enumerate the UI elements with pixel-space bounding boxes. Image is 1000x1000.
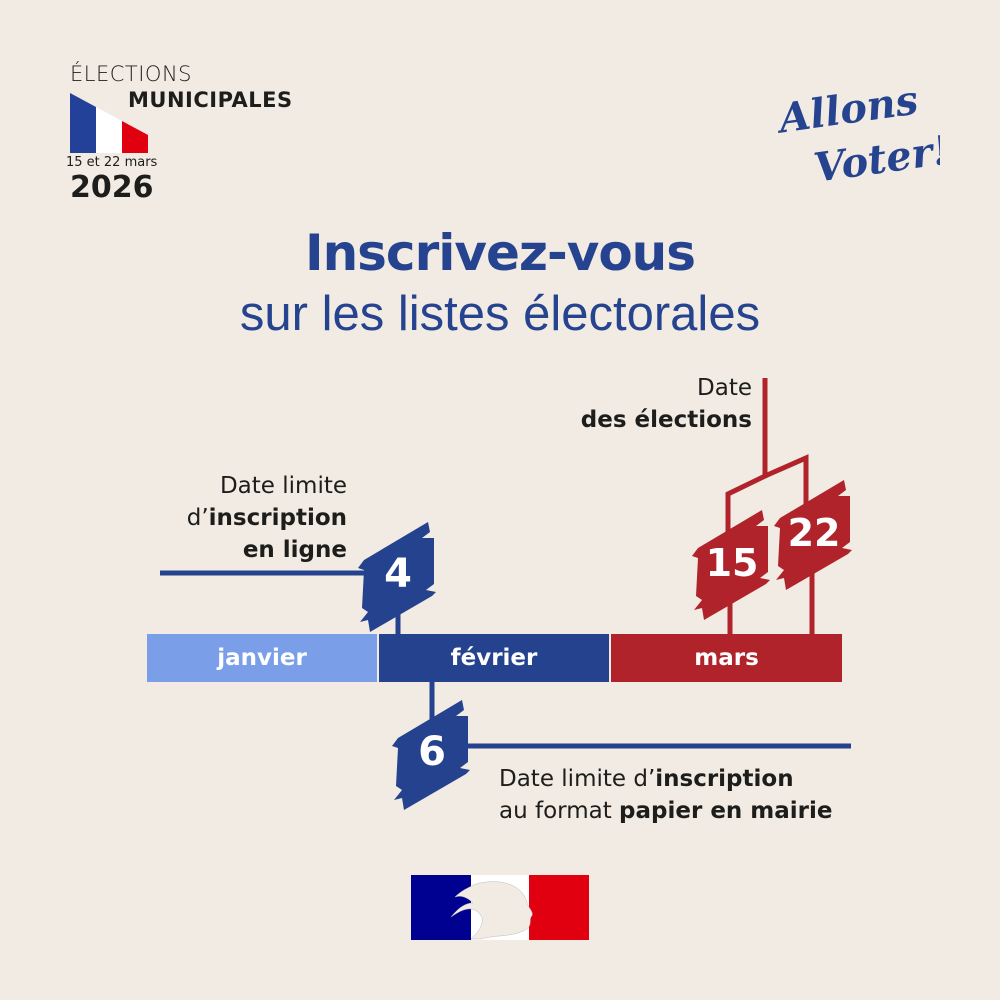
title-sub: sur les listes électorales	[239, 287, 761, 341]
month-label: mars	[694, 645, 759, 671]
header-dates: 15 et 22 mars	[66, 155, 158, 170]
elections-bracket-right	[763, 454, 809, 505]
elections-bracket-left	[725, 378, 768, 540]
badge-4: 4	[358, 522, 436, 632]
svg-text:15: 15	[706, 541, 759, 585]
header-municipales: MUNICIPALES	[128, 88, 293, 112]
svg-text:22: 22	[788, 511, 841, 555]
badge-15: 15	[692, 510, 770, 620]
paper-deadline-label: Date limite d’inscription au format papi…	[499, 763, 919, 827]
svg-text:4: 4	[384, 551, 412, 597]
label-text: Date limite	[219, 473, 347, 499]
marianne-logo	[411, 875, 589, 940]
label-bold: inscription	[655, 766, 794, 792]
header-year: 2026	[70, 170, 154, 205]
label-bold: papier en mairie	[619, 798, 833, 824]
badge-22: 22	[774, 480, 852, 590]
online-deadline-label: Date limite d’inscription en ligne	[100, 470, 347, 566]
title-main: Inscrivez-vous	[304, 224, 696, 282]
french-flag-icon	[70, 93, 148, 153]
label-bold: inscription	[208, 505, 347, 531]
elections-label-line2: des élections	[580, 407, 752, 433]
label-text: au format	[499, 798, 620, 824]
svg-text:6: 6	[418, 729, 446, 775]
elections-label: Date des élections	[400, 372, 752, 436]
month-label: février	[450, 645, 538, 671]
elections-label-line1: Date	[697, 375, 752, 401]
month-mars: mars	[611, 634, 842, 682]
month-fevrier: février	[379, 634, 609, 682]
label-text: d’	[186, 505, 209, 531]
month-label: janvier	[217, 645, 307, 671]
month-janvier: janvier	[147, 634, 377, 682]
allons-voter-logo: Allons Voter!	[775, 80, 940, 192]
label-text: Date limite d’	[499, 766, 656, 792]
header-elections: ÉLECTIONS	[70, 62, 192, 86]
badge-6: 6	[392, 700, 470, 810]
label-bold: en ligne	[242, 537, 347, 563]
